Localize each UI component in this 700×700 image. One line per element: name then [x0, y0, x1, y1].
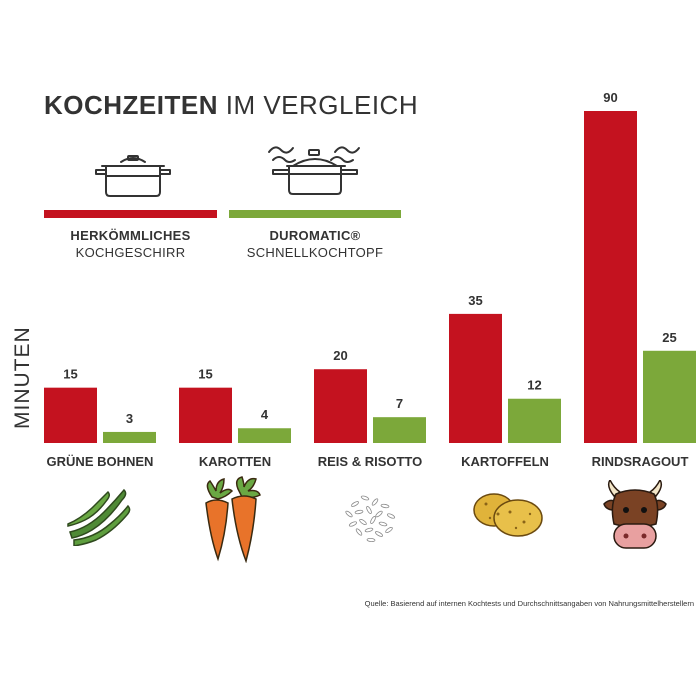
bar-chart: 15 3 GRÜNE BOHNEN 15 4 KAROTTEN 20 7 REIS & RISO… [44, 90, 696, 469]
cooking-pot-icon [95, 155, 171, 197]
legend-swatch-duromatic [229, 210, 401, 218]
bar-duromatic-0 [103, 431, 156, 443]
title-bold: KOCHZEITEN [44, 90, 218, 120]
value-label-duromatic-0: 3 [126, 411, 133, 426]
value-label-conventional-0: 15 [63, 367, 77, 382]
category-label-4: RINDSRAGOUT [592, 454, 689, 469]
legend-duromatic-line2: SCHNELLKOCHTOPF [246, 245, 384, 260]
chart-title: KOCHZEITEN IM VERGLEICH [44, 90, 418, 121]
bar-duromatic-1 [238, 428, 291, 443]
carrots-icon [205, 476, 261, 563]
bar-conventional-1 [179, 387, 232, 443]
category-label-2: REIS & RISOTTO [318, 454, 423, 469]
legend-duromatic-line1: DUROMATIC® [269, 228, 361, 243]
legend-conventional-line2: KOCHGESCHIRR [75, 245, 186, 260]
bar-conventional-4 [584, 111, 637, 443]
bar-duromatic-4 [643, 350, 696, 443]
bar-duromatic-3 [508, 398, 561, 443]
bar-conventional-0 [44, 387, 97, 443]
bar-conventional-3 [449, 313, 502, 443]
pressure-cooker-icon [268, 146, 360, 195]
legend-conventional-line1: HERKÖMMLICHES [70, 228, 191, 243]
title-light: IM VERGLEICH [225, 90, 419, 120]
bar-conventional-2 [314, 369, 367, 443]
legend-label-duromatic: DUROMATIC® SCHNELLKOCHTOPF [229, 227, 401, 261]
potatoes-icon [473, 493, 543, 537]
category-label-3: KARTOFFELN [461, 454, 549, 469]
value-label-conventional-1: 15 [198, 367, 212, 382]
value-label-duromatic-4: 25 [662, 330, 676, 345]
value-label-duromatic-2: 7 [396, 396, 403, 411]
value-label-duromatic-3: 12 [527, 378, 541, 393]
legend-label-conventional: HERKÖMMLICHES KOCHGESCHIRR [44, 227, 217, 261]
category-label-1: KAROTTEN [199, 454, 271, 469]
cow-icon [603, 480, 667, 549]
rice-icon [345, 495, 396, 543]
value-label-conventional-4: 90 [603, 90, 617, 105]
category-label-0: GRÜNE BOHNEN [47, 454, 154, 469]
green-beans-icon [67, 488, 131, 546]
value-label-duromatic-1: 4 [261, 407, 269, 422]
bar-duromatic-2 [373, 417, 426, 443]
legend-swatch-conventional [44, 210, 217, 218]
value-label-conventional-2: 20 [333, 348, 347, 363]
source-note: Quelle: Basierend auf internen Kochtests… [364, 599, 694, 608]
value-label-conventional-3: 35 [468, 293, 482, 308]
